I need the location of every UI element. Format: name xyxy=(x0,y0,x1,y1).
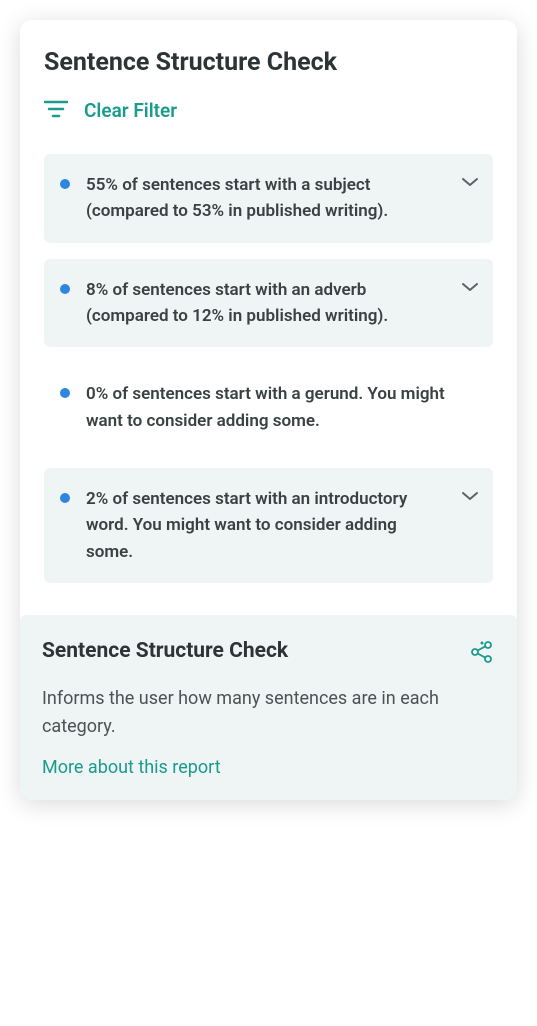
more-about-link[interactable]: More about this report xyxy=(42,757,221,778)
items-list: 55% of sentences start with a subject (c… xyxy=(44,154,493,583)
info-description: Informs the user how many sentences are … xyxy=(42,685,495,741)
sentence-structure-panel: Sentence Structure Check Clear Filter 55… xyxy=(20,20,517,800)
share-icon[interactable] xyxy=(469,639,495,669)
list-item[interactable]: 2% of sentences start with an introducto… xyxy=(44,468,493,583)
item-text: 2% of sentences start with an introducto… xyxy=(86,486,477,565)
item-text: 8% of sentences start with an adverb (co… xyxy=(86,277,477,330)
item-text: 55% of sentences start with a subject (c… xyxy=(86,172,477,225)
list-item[interactable]: 8% of sentences start with an adverb (co… xyxy=(44,259,493,348)
list-item: 0% of sentences start with a gerund. You… xyxy=(44,363,493,452)
info-title: Sentence Structure Check xyxy=(42,639,288,663)
bullet-icon xyxy=(60,388,70,398)
item-text: 0% of sentences start with a gerund. You… xyxy=(86,381,477,434)
filter-row: Clear Filter xyxy=(44,99,493,122)
list-item[interactable]: 55% of sentences start with a subject (c… xyxy=(44,154,493,243)
page-title: Sentence Structure Check xyxy=(44,48,493,77)
info-box: Sentence Structure Check Informs the use… xyxy=(20,615,517,800)
bullet-icon xyxy=(60,493,70,503)
bullet-icon xyxy=(60,179,70,189)
chevron-down-icon[interactable] xyxy=(461,172,479,191)
info-header: Sentence Structure Check xyxy=(42,639,495,669)
clear-filter-button[interactable]: Clear Filter xyxy=(84,99,177,122)
filter-icon xyxy=(44,100,68,122)
chevron-down-icon[interactable] xyxy=(461,277,479,296)
bullet-icon xyxy=(60,284,70,294)
chevron-down-icon[interactable] xyxy=(461,486,479,505)
